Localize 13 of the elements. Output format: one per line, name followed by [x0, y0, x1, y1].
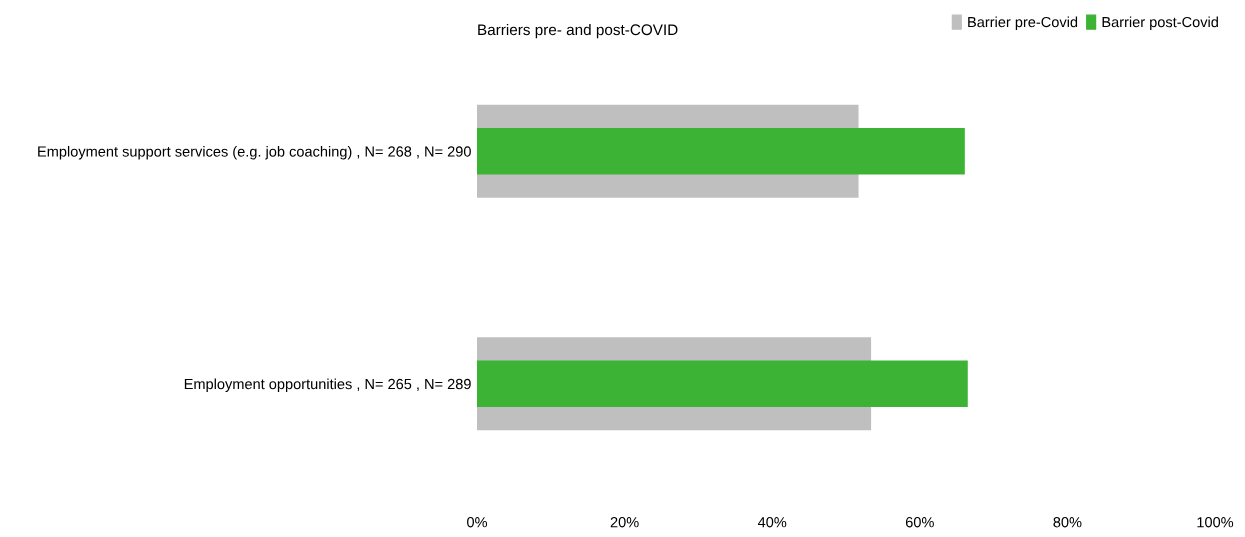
x-tick-label: 0% [467, 517, 488, 528]
legend-label: Barrier pre-Covid [968, 16, 1078, 31]
x-tick-label: 60% [905, 517, 934, 528]
x-tick-label: 20% [610, 517, 639, 528]
legend-label: Barrier post-Covid [1102, 16, 1218, 31]
x-tick-label: 100% [1197, 517, 1234, 528]
x-tick-label: 40% [757, 517, 787, 528]
bar [477, 360, 968, 407]
chart-title: Barriers pre- and post-COVID [478, 23, 678, 39]
bar [477, 128, 965, 175]
y-tick-label: Employment support services (e.g. job coaching) , N= 268 , N= 290 [38, 145, 471, 160]
x-tick-label: 80% [1053, 517, 1082, 528]
y-tick-label: Employment opportunities , N= 265 , N= 289 [184, 378, 471, 393]
